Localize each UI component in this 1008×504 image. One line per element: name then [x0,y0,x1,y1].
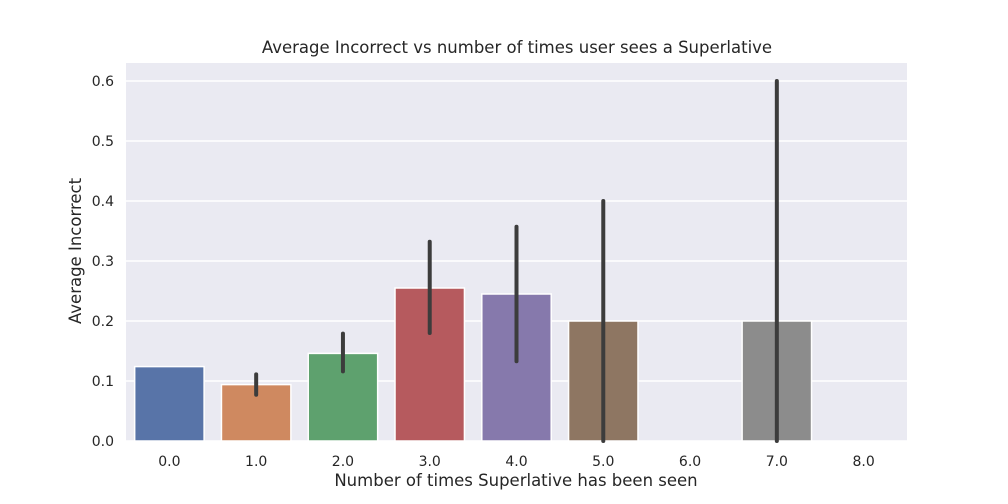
x-tick-label: 1.0 [245,454,267,470]
y-tick-label: 0.2 [92,314,114,330]
x-tick-label: 7.0 [766,454,788,470]
error-bars-group [254,79,779,443]
x-tick-label: 3.0 [419,454,441,470]
x-tick-label: 8.0 [852,454,874,470]
y-axis-title: Average Incorrect [66,177,85,324]
y-tick-label: 0.0 [92,434,114,450]
x-tick-label: 6.0 [679,454,701,470]
x-axis-ticks: 0.0 1.0 2.0 3.0 4.0 5.0 6.0 7.0 8.0 [158,454,874,470]
x-tick-label: 2.0 [332,454,354,470]
x-tick-label: 0.0 [158,454,180,470]
x-tick-label: 4.0 [505,454,527,470]
y-tick-label: 0.3 [92,254,114,270]
y-tick-label: 0.5 [92,134,114,150]
y-tick-label: 0.4 [92,194,114,210]
x-axis-title: Number of times Superlative has been see… [334,471,697,490]
x-tick-label: 5.0 [592,454,614,470]
chart-title: Average Incorrect vs number of times use… [262,38,772,57]
bar-0.0 [133,365,205,442]
bar-2.0 [307,352,379,442]
y-tick-label: 0.1 [92,374,114,390]
y-axis-ticks: 0.0 0.1 0.2 0.3 0.4 0.5 0.6 [92,74,114,450]
y-tick-label: 0.6 [92,74,114,90]
